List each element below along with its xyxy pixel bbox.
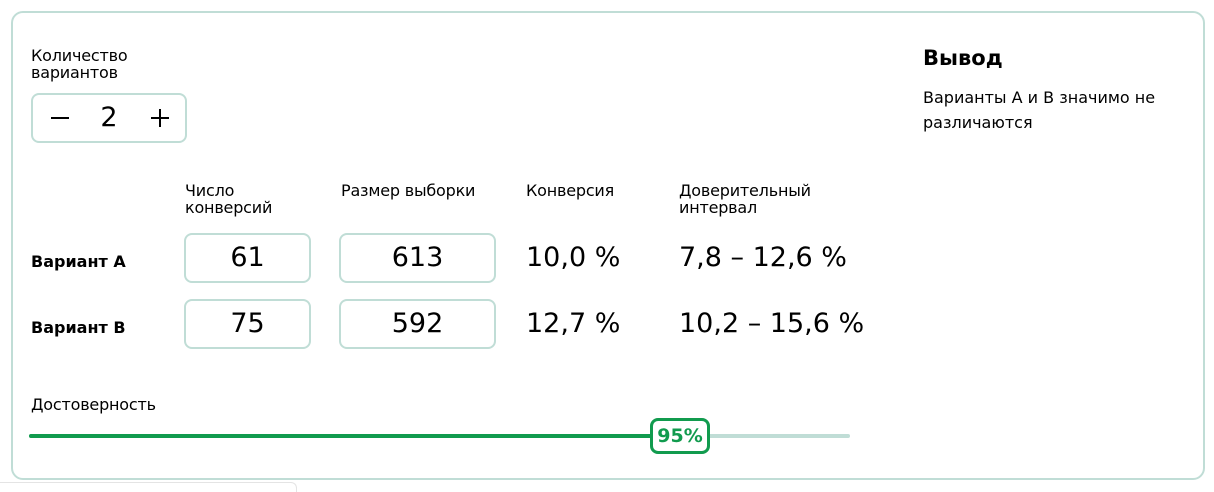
increment-button[interactable] bbox=[137, 95, 183, 141]
variant-a-label: Вариант A bbox=[31, 252, 126, 271]
variant-b-conversions-input[interactable]: 75 bbox=[184, 299, 311, 349]
variants-stepper[interactable]: 2 bbox=[31, 93, 187, 143]
minus-icon bbox=[51, 117, 69, 119]
header-sample-size: Размер выборки bbox=[341, 181, 476, 200]
header-conversions: Число конверсий bbox=[185, 181, 273, 217]
variants-count-value: 2 bbox=[100, 102, 118, 133]
variant-a-conversion: 10,0 % bbox=[526, 242, 621, 273]
bottom-panel-edge bbox=[0, 482, 297, 492]
header-conversion: Конверсия bbox=[526, 181, 615, 200]
variant-b-sample-input[interactable]: 592 bbox=[339, 299, 496, 349]
confidence-label: Достоверность bbox=[31, 395, 156, 414]
variant-a-sample-input[interactable]: 613 bbox=[339, 233, 496, 283]
variant-b-label: Вариант B bbox=[31, 318, 126, 337]
variant-b-conversion: 12,7 % bbox=[526, 308, 621, 339]
variant-a-conversions-input[interactable]: 61 bbox=[184, 233, 311, 283]
decrement-button[interactable] bbox=[37, 95, 83, 141]
plus-icon bbox=[151, 109, 169, 127]
header-interval: Доверительный интервал bbox=[679, 181, 811, 217]
confidence-slider-thumb[interactable]: 95% bbox=[650, 418, 711, 454]
variant-a-interval: 7,8 – 12,6 % bbox=[679, 242, 847, 273]
variants-count-label: Количество вариантов bbox=[31, 46, 128, 82]
result-title: Вывод bbox=[923, 46, 1003, 70]
variant-b-interval: 10,2 – 15,6 % bbox=[679, 308, 865, 339]
confidence-slider-fill bbox=[29, 434, 681, 438]
result-text: Варианты A и B значимо не различаются bbox=[923, 88, 1156, 132]
